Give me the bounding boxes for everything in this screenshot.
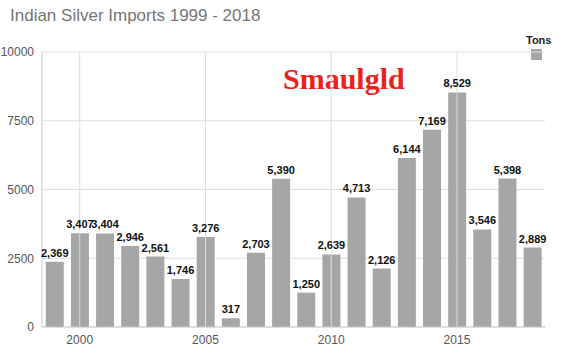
svg-text:10000: 10000 [1, 45, 35, 59]
svg-text:5000: 5000 [7, 183, 34, 197]
svg-text:2,369: 2,369 [41, 247, 69, 259]
html-text:Smaulgld: Smaulgld [283, 62, 405, 95]
svg-text:3,404: 3,404 [91, 218, 119, 230]
svg-text:2000: 2000 [66, 333, 93, 347]
svg-text:2,946: 2,946 [116, 231, 144, 243]
svg-text:2,561: 2,561 [142, 242, 170, 254]
svg-text:3,407: 3,407 [66, 218, 94, 230]
svg-text:5,398: 5,398 [494, 164, 522, 176]
svg-text:3,546: 3,546 [469, 214, 497, 226]
svg-text:3,276: 3,276 [192, 222, 220, 234]
svg-text:8,529: 8,529 [443, 77, 471, 89]
svg-text:7,169: 7,169 [418, 115, 446, 127]
svg-text:2,703: 2,703 [242, 238, 270, 250]
svg-text:2010: 2010 [318, 333, 345, 347]
html-text:Indian Silver Imports 1999 - 2: Indian Silver Imports 1999 - 2018 [10, 6, 261, 25]
svg-text:2015: 2015 [444, 333, 471, 347]
svg-text:5,390: 5,390 [267, 164, 295, 176]
svg-text:2,126: 2,126 [368, 254, 396, 266]
svg-text:4,713: 4,713 [343, 182, 371, 194]
svg-text:0: 0 [27, 320, 34, 334]
svg-text:6,144: 6,144 [393, 143, 421, 155]
svg-text:1,746: 1,746 [167, 264, 195, 276]
svg-text:2005: 2005 [192, 333, 219, 347]
svg-text:2,889: 2,889 [519, 233, 547, 245]
svg-text:2,639: 2,639 [318, 239, 346, 251]
svg-text:2500: 2500 [7, 252, 34, 266]
html-text:Tons: Tons [526, 34, 552, 46]
svg-text:317: 317 [222, 303, 240, 315]
svg-text:7500: 7500 [7, 114, 34, 128]
svg-text:1,250: 1,250 [293, 278, 321, 290]
